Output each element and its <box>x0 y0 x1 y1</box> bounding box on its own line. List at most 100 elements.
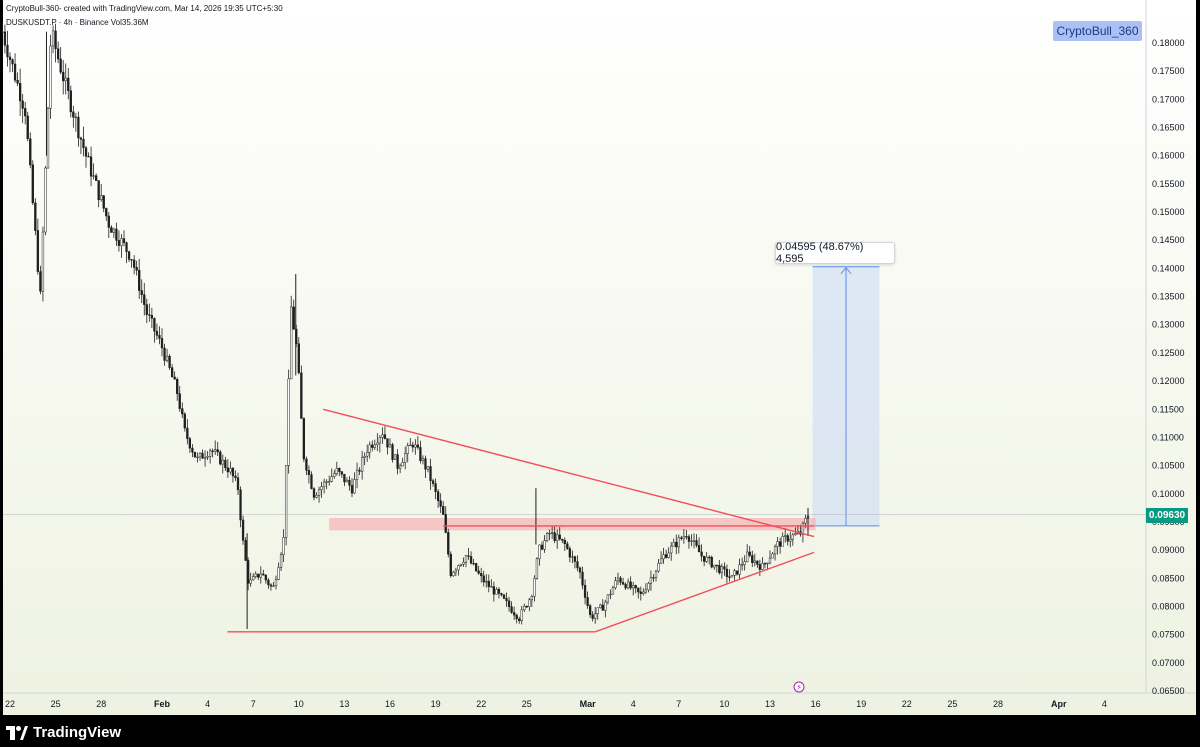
ascending-trendline[interactable] <box>594 551 815 633</box>
candle-body <box>26 115 29 140</box>
candle-body <box>366 452 369 457</box>
candle-body <box>490 586 493 588</box>
y-tick-label: 0.13000 <box>1152 320 1185 330</box>
candle-body <box>594 613 597 619</box>
candle-body <box>414 444 417 448</box>
candle-body <box>206 456 209 458</box>
candle-body <box>160 338 164 349</box>
candle-body <box>186 427 189 439</box>
candle-body <box>467 555 470 557</box>
candle-body <box>330 476 333 482</box>
candle-body <box>64 77 67 82</box>
candle-body <box>125 242 128 252</box>
candle-body <box>619 577 622 583</box>
candle-body <box>143 294 146 305</box>
candle-body <box>39 271 42 292</box>
candle-body <box>561 538 564 541</box>
tradingview-logo[interactable]: TradingView <box>6 724 121 741</box>
candle-body <box>325 481 328 483</box>
y-tick-label: 0.08500 <box>1152 573 1185 583</box>
descending-trendline[interactable] <box>322 408 815 538</box>
candle-body <box>662 554 665 560</box>
candle-body <box>697 545 701 553</box>
author-label: CryptoBull_360 <box>1053 21 1142 41</box>
candle-body <box>538 544 541 560</box>
event-marker-icon[interactable] <box>793 681 805 693</box>
candle-body <box>472 563 475 565</box>
candle-body <box>378 437 382 444</box>
footer-bar: TradingView <box>0 718 1200 747</box>
candle-body <box>135 267 138 271</box>
candle-body <box>604 601 607 611</box>
candle-body <box>426 466 430 470</box>
x-tick-label: 25 <box>947 699 957 709</box>
x-tick-label: 4 <box>205 699 210 709</box>
candle-body <box>110 227 113 233</box>
candle-body <box>31 164 34 204</box>
y-tick-label: 0.16500 <box>1152 123 1185 133</box>
candle-body <box>477 570 480 574</box>
candle-body <box>115 228 118 241</box>
candle-body <box>226 467 230 473</box>
candle-body <box>404 453 407 463</box>
candle-body <box>44 167 47 233</box>
x-tick-label: 16 <box>385 699 395 709</box>
candle-body <box>756 560 759 565</box>
candle-body <box>340 471 344 475</box>
candle-body <box>502 594 506 599</box>
candle-body <box>317 489 321 496</box>
candle-body <box>424 458 427 470</box>
candle-body <box>82 139 85 148</box>
resistance-zone[interactable] <box>329 518 816 531</box>
x-tick-label: 28 <box>993 699 1003 709</box>
candle-body <box>766 562 769 565</box>
candle-body <box>231 467 235 477</box>
candle-body <box>629 581 632 589</box>
candle-body <box>322 481 326 487</box>
current-price-tag: 0.09630 <box>1146 508 1188 523</box>
candle-body <box>702 555 706 562</box>
candle-body <box>758 564 762 570</box>
candle-body <box>328 481 331 483</box>
candle-body <box>659 558 663 564</box>
candle-body <box>606 594 610 603</box>
candle-body <box>168 355 171 368</box>
candle-body <box>556 534 559 541</box>
candle-body <box>176 379 179 394</box>
candle-body <box>224 459 227 469</box>
candle-body <box>24 108 27 117</box>
candle-body <box>596 607 599 615</box>
candle-body <box>122 238 126 243</box>
measure-arrow-head-icon <box>840 266 852 275</box>
candle-body <box>117 240 121 246</box>
candle-body <box>550 532 554 534</box>
x-tick-label: 16 <box>811 699 821 709</box>
candle-body <box>107 215 110 228</box>
candle-body <box>657 562 660 572</box>
candle-body <box>376 442 379 446</box>
candle-body <box>505 598 508 602</box>
symbol-info[interactable]: DUSKUSDT.P · 4h · Binance Vol35.36M <box>6 18 149 27</box>
candle-body <box>715 564 718 567</box>
candle-body <box>487 580 490 587</box>
x-tick-label: 13 <box>339 699 349 709</box>
candle-body <box>305 458 308 471</box>
y-tick-label: 0.07500 <box>1152 630 1185 640</box>
candle-body <box>140 290 143 295</box>
candle-body <box>647 583 650 591</box>
candle-body <box>277 567 280 580</box>
candle-body <box>454 569 458 573</box>
candle-body <box>510 606 513 613</box>
candle-body <box>436 491 440 501</box>
y-tick-label: 0.16000 <box>1152 151 1185 161</box>
candle-body <box>219 451 222 465</box>
time-axis[interactable]: 22 25 28 Feb 4 7 10 13 16 19 22 25 Mar 4 7 10 13 16 19 22 25… <box>5 699 1107 709</box>
candle-body <box>740 564 744 566</box>
candle-body <box>781 536 784 547</box>
y-tick-label: 0.13500 <box>1152 292 1185 302</box>
candle-body <box>761 563 764 570</box>
candle-body <box>105 208 108 217</box>
candle-body <box>672 542 675 547</box>
candle-body <box>163 347 166 361</box>
